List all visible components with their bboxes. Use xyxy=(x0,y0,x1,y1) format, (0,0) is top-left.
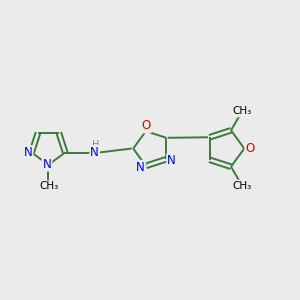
Text: CH₃: CH₃ xyxy=(232,181,252,190)
Text: O: O xyxy=(245,142,255,155)
Text: CH₃: CH₃ xyxy=(232,106,252,116)
Text: CH₃: CH₃ xyxy=(39,181,58,191)
Text: N: N xyxy=(136,161,145,174)
Text: N: N xyxy=(43,158,51,171)
Text: N: N xyxy=(24,146,32,159)
Text: H: H xyxy=(92,140,100,150)
Text: N: N xyxy=(167,154,176,167)
Text: O: O xyxy=(142,119,151,132)
Text: N: N xyxy=(90,146,99,159)
